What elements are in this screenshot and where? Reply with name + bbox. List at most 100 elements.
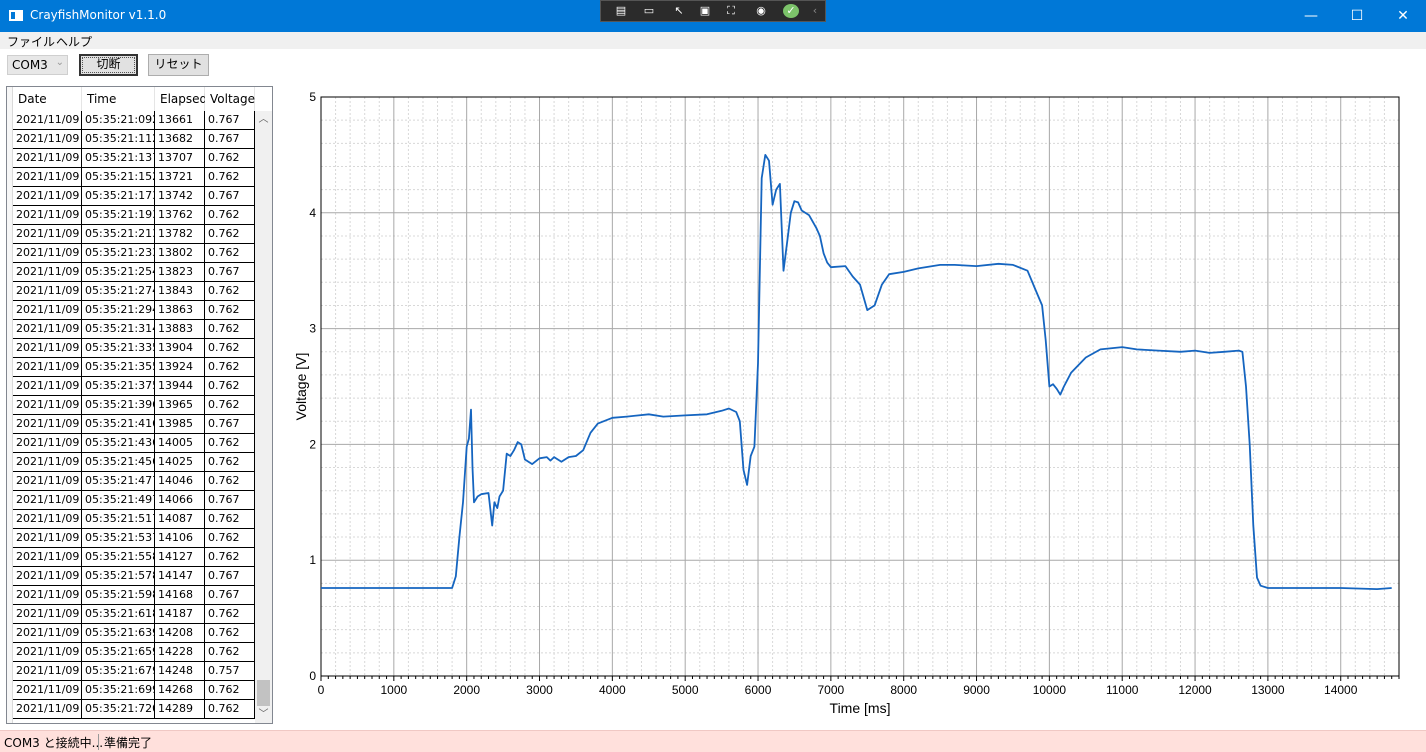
- cell-time: 05:35:21:092: [82, 111, 155, 129]
- cell-voltage: 0.767: [205, 187, 255, 205]
- column-header-elapsed[interactable]: Elapsed: [155, 87, 207, 111]
- cell-voltage: 0.767: [205, 415, 255, 433]
- collapse-chevron-icon[interactable]: ‹: [812, 4, 818, 17]
- column-header-voltage[interactable]: Voltage: [205, 87, 255, 111]
- scroll-up-icon[interactable]: ︿: [258, 114, 269, 125]
- connection-status: COM3 と接続中...: [4, 736, 104, 750]
- maximize-button[interactable]: ☐: [1350, 8, 1364, 24]
- cell-date: 2021/11/09: [13, 301, 82, 319]
- cell-time: 05:35:21:720: [82, 700, 155, 718]
- cell-time: 05:35:21:213: [82, 225, 155, 243]
- column-header-date[interactable]: Date: [13, 87, 82, 111]
- cell-elapsed: 14127: [155, 548, 205, 566]
- cell-time: 05:35:21:639: [82, 624, 155, 642]
- cell-time: 05:35:21:578: [82, 567, 155, 585]
- table-row[interactable]: 2021/11/09 05:35:21:517 14087 0.762: [13, 510, 255, 529]
- y-tick-label: 5: [309, 90, 316, 104]
- cell-elapsed: 13661: [155, 111, 205, 129]
- x-tick-label: 9000: [963, 683, 990, 697]
- table-row[interactable]: 2021/11/09 05:35:21:355 13924 0.762: [13, 358, 255, 377]
- table-row[interactable]: 2021/11/09 05:35:21:456 14025 0.762: [13, 453, 255, 472]
- cell-time: 05:35:21:497: [82, 491, 155, 509]
- table-row[interactable]: 2021/11/09 05:35:21:558 14127 0.762: [13, 548, 255, 567]
- x-tick-label: 14000: [1324, 683, 1358, 697]
- cell-date: 2021/11/09: [13, 320, 82, 338]
- x-tick-label: 13000: [1251, 683, 1285, 697]
- cell-elapsed: 14087: [155, 510, 205, 528]
- reset-button[interactable]: リセット: [148, 54, 209, 76]
- plot-area-border: [320, 96, 1400, 677]
- x-tick-label: 0: [318, 683, 325, 697]
- table-row[interactable]: 2021/11/09 05:35:21:314 13883 0.762: [13, 320, 255, 339]
- table-row[interactable]: 2021/11/09 05:35:21:699 14268 0.762: [13, 681, 255, 700]
- cell-time: 05:35:21:558: [82, 548, 155, 566]
- check-icon[interactable]: ✓: [783, 4, 799, 18]
- series-line-voltage: [321, 154, 1392, 591]
- table-row[interactable]: 2021/11/09 05:35:21:375 13944 0.762: [13, 377, 255, 396]
- cell-voltage: 0.762: [205, 548, 255, 566]
- table-row[interactable]: 2021/11/09 05:35:21:112 13682 0.767: [13, 130, 255, 149]
- cell-voltage: 0.767: [205, 567, 255, 585]
- cell-elapsed: 14046: [155, 472, 205, 490]
- data-table[interactable]: Date Time Elapsed Voltage 2021/11/09 05:3…: [6, 86, 273, 724]
- table-row[interactable]: 2021/11/09 05:35:21:274 13843 0.762: [13, 282, 255, 301]
- cell-elapsed: 14005: [155, 434, 205, 452]
- cell-voltage: 0.762: [205, 700, 255, 718]
- cell-date: 2021/11/09: [13, 605, 82, 623]
- menu-help[interactable]: ヘルプ: [56, 35, 93, 49]
- table-row[interactable]: 2021/11/09 05:35:21:173 13742 0.767: [13, 187, 255, 206]
- cell-voltage: 0.762: [205, 624, 255, 642]
- cell-voltage: 0.762: [205, 225, 255, 243]
- window-capture-icon[interactable]: ▣: [699, 4, 711, 17]
- table-row[interactable]: 2021/11/09 05:35:21:233 13802 0.762: [13, 244, 255, 263]
- table-row[interactable]: 2021/11/09 05:35:21:416 13985 0.767: [13, 415, 255, 434]
- table-row[interactable]: 2021/11/09 05:35:21:152 13721 0.762: [13, 168, 255, 187]
- table-row[interactable]: 2021/11/09 05:35:21:477 14046 0.762: [13, 472, 255, 491]
- cell-time: 05:35:21:233: [82, 244, 155, 262]
- table-row[interactable]: 2021/11/09 05:35:21:720 14289 0.762: [13, 700, 255, 719]
- table-row[interactable]: 2021/11/09 05:35:21:193 13762 0.762: [13, 206, 255, 225]
- cell-elapsed: 14147: [155, 567, 205, 585]
- table-row[interactable]: 2021/11/09 05:35:21:396 13965 0.762: [13, 396, 255, 415]
- table-row[interactable]: 2021/11/09 05:35:21:578 14147 0.767: [13, 567, 255, 586]
- x-tick-label: 4000: [599, 683, 626, 697]
- cell-voltage: 0.762: [205, 206, 255, 224]
- pointer-select-icon[interactable]: ↖: [674, 4, 684, 17]
- table-row[interactable]: 2021/11/09 05:35:21:137 13707 0.762: [13, 149, 255, 168]
- row-header-strip: [7, 87, 13, 723]
- cell-voltage: 0.762: [205, 605, 255, 623]
- table-row[interactable]: 2021/11/09 05:35:21:497 14066 0.767: [13, 491, 255, 510]
- capture-region-icon[interactable]: ▤: [615, 4, 627, 17]
- x-tick-label: 12000: [1178, 683, 1212, 697]
- table-row[interactable]: 2021/11/09 05:35:21:092 13661 0.767: [13, 111, 255, 130]
- table-scrollbar[interactable]: ︿ ﹀: [255, 111, 272, 723]
- table-row[interactable]: 2021/11/09 05:35:21:679 14248 0.757: [13, 662, 255, 681]
- cell-voltage: 0.762: [205, 643, 255, 661]
- port-select[interactable]: COM3 ⌄: [7, 55, 68, 75]
- table-row[interactable]: 2021/11/09 05:35:21:213 13782 0.762: [13, 225, 255, 244]
- video-record-icon[interactable]: ▭: [643, 4, 655, 17]
- cell-date: 2021/11/09: [13, 510, 82, 528]
- menu-file[interactable]: ファイル: [7, 35, 56, 49]
- disconnect-button[interactable]: 切断: [79, 54, 138, 76]
- table-row[interactable]: 2021/11/09 05:35:21:294 13863 0.762: [13, 301, 255, 320]
- scrollbar-thumb[interactable]: [257, 680, 270, 706]
- audio-icon[interactable]: ◉: [756, 4, 766, 17]
- table-row[interactable]: 2021/11/09 05:35:21:618 14187 0.762: [13, 605, 255, 624]
- close-button[interactable]: ✕: [1397, 8, 1409, 24]
- table-row[interactable]: 2021/11/09 05:35:21:639 14208 0.762: [13, 624, 255, 643]
- title-bar[interactable]: CrayfishMonitor v1.1.0 ▤ ▭ ↖ ▣ ⛶ ◉ ✓ ‹ —…: [0, 0, 1426, 32]
- fullscreen-capture-icon[interactable]: ⛶: [727, 4, 735, 17]
- cell-time: 05:35:21:375: [82, 377, 155, 395]
- table-row[interactable]: 2021/11/09 05:35:21:335 13904 0.762: [13, 339, 255, 358]
- scroll-down-icon[interactable]: ﹀: [258, 709, 269, 720]
- table-row[interactable]: 2021/11/09 05:35:21:254 13823 0.767: [13, 263, 255, 282]
- ready-status: 準備完了: [104, 736, 153, 750]
- minimize-button[interactable]: —: [1304, 8, 1318, 24]
- table-row[interactable]: 2021/11/09 05:35:21:537 14106 0.762: [13, 529, 255, 548]
- column-header-time[interactable]: Time: [82, 87, 155, 111]
- table-row[interactable]: 2021/11/09 05:35:21:436 14005 0.762: [13, 434, 255, 453]
- table-row[interactable]: 2021/11/09 05:35:21:659 14228 0.762: [13, 643, 255, 662]
- table-row[interactable]: 2021/11/09 05:35:21:598 14168 0.767: [13, 586, 255, 605]
- cell-time: 05:35:21:679: [82, 662, 155, 680]
